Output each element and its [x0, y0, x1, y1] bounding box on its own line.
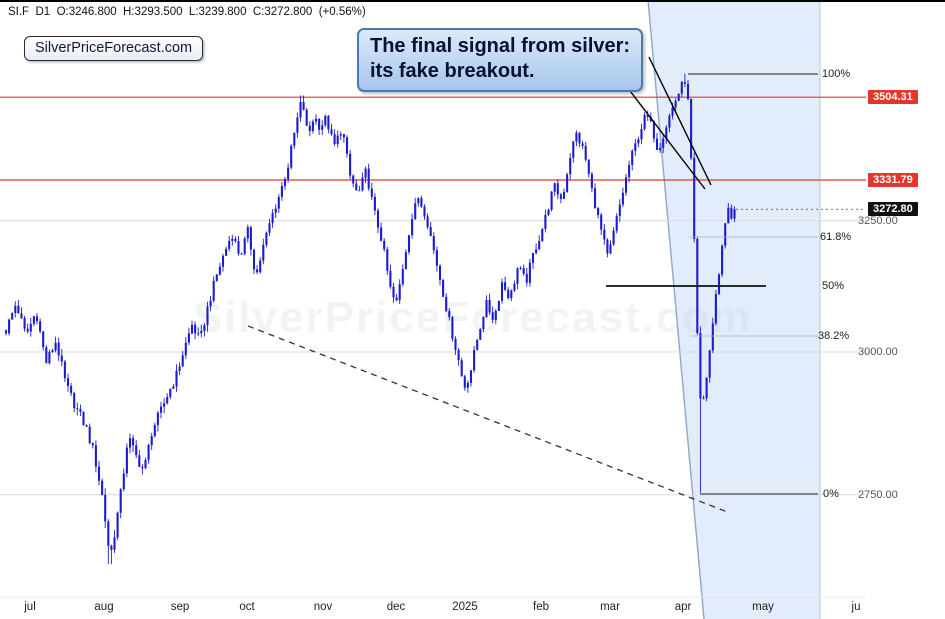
- candlesticks: [4, 73, 736, 565]
- brand-box: SilverPriceForecast.com: [24, 36, 204, 61]
- highlight-band: [648, 0, 820, 619]
- watermark: SilverPriceForecast.com: [192, 293, 753, 342]
- band-left-edge-line: [647, 0, 705, 619]
- annotation-callout: The final signal from silver: its fake b…: [357, 28, 644, 92]
- callout-line-2: its fake breakout.: [370, 60, 535, 82]
- top-border-line: [0, 0, 945, 2]
- callout-pointer-line: [626, 86, 706, 190]
- symbol-info-bar: SI.F D1 O:3246.800 H:3293.500 L:3239.800…: [8, 6, 366, 18]
- dashed-trendline: [247, 325, 731, 514]
- callout-pointer-line: [648, 56, 712, 186]
- callout-line-1: The final signal from silver:: [370, 35, 631, 57]
- brand-label: SilverPriceForecast.com: [35, 40, 193, 56]
